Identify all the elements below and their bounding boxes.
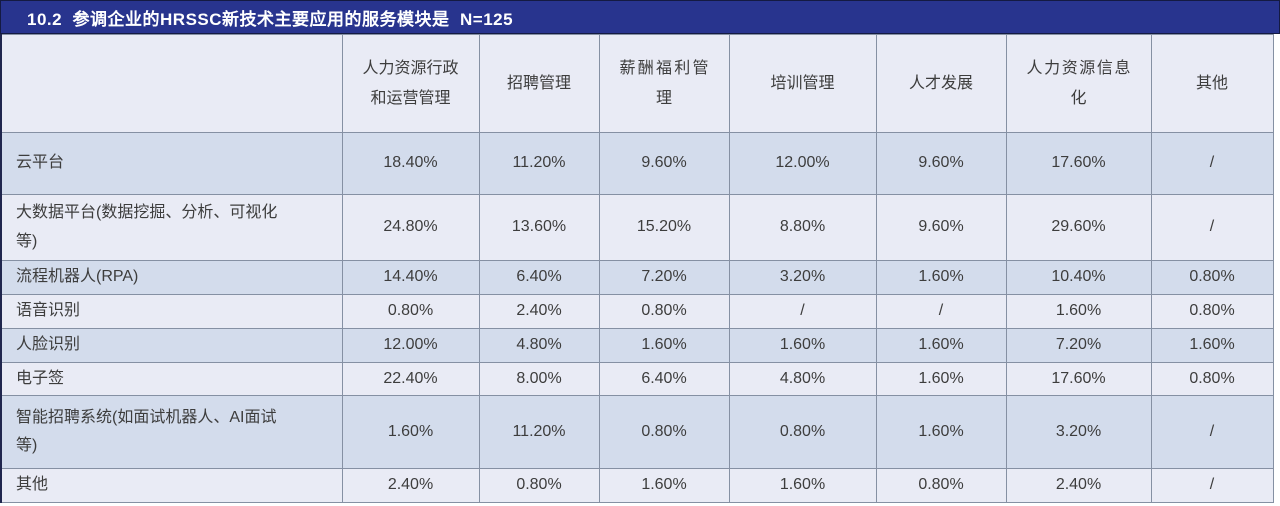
column-header: 人力资源信息化 bbox=[1005, 34, 1152, 133]
data-cell: 8.80% bbox=[728, 194, 877, 261]
data-cell: 14.40% bbox=[341, 260, 480, 295]
data-cell: 3.20% bbox=[728, 260, 877, 295]
data-cell: 0.80% bbox=[598, 395, 730, 470]
data-cell: 1.60% bbox=[875, 260, 1007, 295]
row-label: 智能招聘系统(如面试机器人、AI面试等) bbox=[0, 395, 343, 470]
data-cell: 2.40% bbox=[478, 293, 600, 329]
data-cell: / bbox=[728, 293, 877, 329]
column-header: 培训管理 bbox=[728, 34, 877, 133]
data-cell: 17.60% bbox=[1005, 361, 1152, 397]
data-cell: 4.80% bbox=[478, 327, 600, 363]
data-cell: 18.40% bbox=[341, 132, 480, 195]
row-label: 人脸识别 bbox=[0, 327, 343, 363]
header-row: 人力资源行政和运营管理 招聘管理 薪酬福利管理 培训管理 人才发展 人力资源信息… bbox=[0, 34, 1274, 133]
column-header: 人力资源行政和运营管理 bbox=[341, 34, 480, 133]
table-row: 人脸识别 12.00% 4.80% 1.60% 1.60% 1.60% 7.20… bbox=[0, 327, 1274, 363]
table-title: 10.2 参调企业的HRSSC新技术主要应用的服务模块是 N=125 bbox=[27, 9, 514, 29]
data-cell: 1.60% bbox=[1150, 327, 1274, 363]
column-header: 其他 bbox=[1150, 34, 1274, 133]
data-cell: 0.80% bbox=[478, 468, 600, 504]
data-cell: 17.60% bbox=[1005, 132, 1152, 195]
data-cell: 0.80% bbox=[1150, 260, 1274, 295]
row-label: 流程机器人(RPA) bbox=[0, 260, 343, 295]
data-cell: / bbox=[875, 293, 1007, 329]
column-header: 招聘管理 bbox=[478, 34, 600, 133]
data-cell: 0.80% bbox=[341, 293, 480, 329]
data-cell: 6.40% bbox=[478, 260, 600, 295]
data-cell: 22.40% bbox=[341, 361, 480, 397]
row-label: 大数据平台(数据挖掘、分析、可视化等) bbox=[0, 194, 343, 261]
data-cell: / bbox=[1150, 395, 1274, 470]
data-cell: 1.60% bbox=[875, 327, 1007, 363]
data-cell: 1.60% bbox=[728, 327, 877, 363]
data-cell: 1.60% bbox=[875, 361, 1007, 397]
column-header: 薪酬福利管理 bbox=[598, 34, 730, 133]
data-cell: 6.40% bbox=[598, 361, 730, 397]
data-cell: / bbox=[1150, 468, 1274, 504]
data-cell: 1.60% bbox=[598, 468, 730, 504]
data-cell: 0.80% bbox=[1150, 361, 1274, 397]
table-row: 云平台 18.40% 11.20% 9.60% 12.00% 9.60% 17.… bbox=[0, 132, 1274, 195]
row-label: 电子签 bbox=[0, 361, 343, 397]
data-cell: 0.80% bbox=[728, 395, 877, 470]
data-cell: 24.80% bbox=[341, 194, 480, 261]
hrssc-modules-table: 人力资源行政和运营管理 招聘管理 薪酬福利管理 培训管理 人才发展 人力资源信息… bbox=[0, 34, 1274, 504]
row-label: 其他 bbox=[0, 468, 343, 504]
data-cell: 7.20% bbox=[598, 260, 730, 295]
data-cell: 1.60% bbox=[875, 395, 1007, 470]
data-cell: 11.20% bbox=[478, 132, 600, 195]
column-header: 人才发展 bbox=[875, 34, 1007, 133]
table-row: 语音识别 0.80% 2.40% 0.80% / / 1.60% 0.80% bbox=[0, 293, 1274, 329]
table-row: 流程机器人(RPA) 14.40% 6.40% 7.20% 3.20% 1.60… bbox=[0, 260, 1274, 295]
data-cell: 8.00% bbox=[478, 361, 600, 397]
row-label: 云平台 bbox=[0, 132, 343, 195]
data-cell: 2.40% bbox=[1005, 468, 1152, 504]
data-cell: 9.60% bbox=[598, 132, 730, 195]
data-cell: 1.60% bbox=[598, 327, 730, 363]
table-title-bar: 10.2 参调企业的HRSSC新技术主要应用的服务模块是 N=125 bbox=[0, 0, 1280, 34]
table-row: 其他 2.40% 0.80% 1.60% 1.60% 0.80% 2.40% / bbox=[0, 468, 1274, 504]
table-row: 电子签 22.40% 8.00% 6.40% 4.80% 1.60% 17.60… bbox=[0, 361, 1274, 397]
data-cell: 1.60% bbox=[728, 468, 877, 504]
data-cell: 1.60% bbox=[341, 395, 480, 470]
column-header-empty bbox=[0, 34, 343, 133]
data-cell: 12.00% bbox=[728, 132, 877, 195]
data-cell: 15.20% bbox=[598, 194, 730, 261]
data-cell: 13.60% bbox=[478, 194, 600, 261]
data-cell: 1.60% bbox=[1005, 293, 1152, 329]
data-cell: 10.40% bbox=[1005, 260, 1152, 295]
data-cell: 7.20% bbox=[1005, 327, 1152, 363]
data-cell: 9.60% bbox=[875, 132, 1007, 195]
data-cell: 11.20% bbox=[478, 395, 600, 470]
data-cell: 0.80% bbox=[1150, 293, 1274, 329]
table-row: 大数据平台(数据挖掘、分析、可视化等) 24.80% 13.60% 15.20%… bbox=[0, 194, 1274, 261]
data-cell: 3.20% bbox=[1005, 395, 1152, 470]
table-row: 智能招聘系统(如面试机器人、AI面试等) 1.60% 11.20% 0.80% … bbox=[0, 395, 1274, 470]
data-cell: 12.00% bbox=[341, 327, 480, 363]
data-cell: 9.60% bbox=[875, 194, 1007, 261]
data-cell: 4.80% bbox=[728, 361, 877, 397]
data-cell: 29.60% bbox=[1005, 194, 1152, 261]
data-cell: / bbox=[1150, 132, 1274, 195]
data-cell: 0.80% bbox=[875, 468, 1007, 504]
row-label: 语音识别 bbox=[0, 293, 343, 329]
data-cell: 2.40% bbox=[341, 468, 480, 504]
data-cell: / bbox=[1150, 194, 1274, 261]
data-cell: 0.80% bbox=[598, 293, 730, 329]
